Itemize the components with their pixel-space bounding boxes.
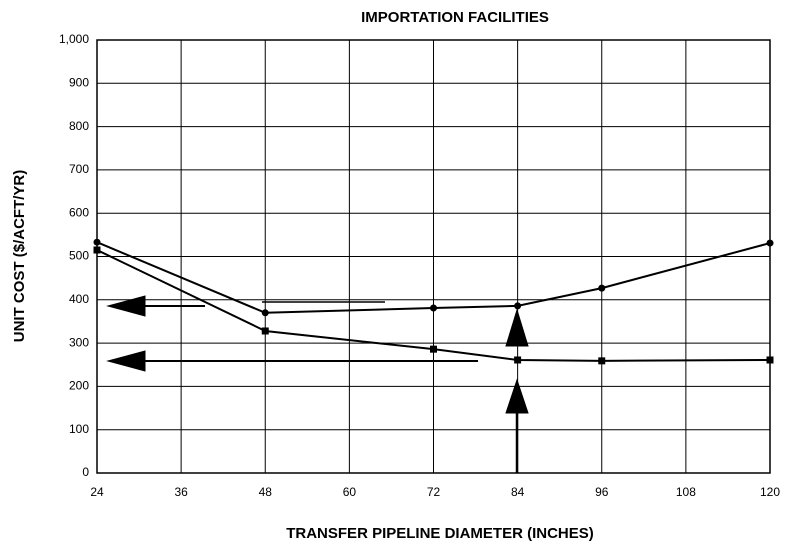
point-marker (430, 345, 437, 353)
point-marker (766, 239, 774, 247)
point-marker (598, 284, 606, 292)
x-axis-label: TRANSFER PIPELINE DIAMETER (INCHES) (286, 525, 594, 542)
y-axis-label: UNIT COST ($/ACFT/YR) (11, 170, 28, 343)
y-tick-label: 1,000 (59, 32, 89, 46)
y-tick-label: 100 (69, 422, 89, 436)
x-tick-label: 36 (174, 485, 188, 499)
y-tick-label: 800 (69, 119, 89, 133)
line-series (96, 249, 771, 362)
x-tick-label: 24 (90, 485, 104, 499)
x-tick-label: 96 (595, 485, 609, 499)
y-tick-label: 0 (82, 465, 89, 479)
y-tick-label: 500 (69, 249, 89, 263)
arrow-head (106, 350, 146, 372)
point-marker (261, 327, 269, 335)
y-tick-label: 200 (69, 379, 89, 393)
point-marker (93, 238, 101, 246)
point-marker (598, 357, 606, 365)
annotations (106, 295, 529, 473)
y-tick-label: 300 (69, 335, 89, 349)
arrow-head (505, 308, 529, 347)
x-tick-label: 72 (427, 485, 441, 499)
y-tick-label: 700 (69, 162, 89, 176)
line-series (96, 241, 771, 314)
x-tick-label: 120 (760, 485, 780, 499)
point-marker (514, 302, 522, 310)
point-marker (261, 309, 269, 317)
chart-title: IMPORTATION FACILITIES (361, 9, 549, 26)
y-tick-label: 600 (69, 205, 89, 219)
plot-frame (96, 39, 771, 474)
y-tick-label: 400 (69, 292, 89, 306)
point-marker (766, 356, 774, 364)
point-marker (514, 356, 522, 364)
x-tick-label: 84 (511, 485, 525, 499)
x-tick-label: 108 (676, 485, 696, 499)
x-tick-label: 48 (259, 485, 273, 499)
x-tick-label: 60 (343, 485, 357, 499)
y-tick-label: 900 (69, 75, 89, 89)
point-marker (430, 304, 437, 312)
arrow-head (106, 295, 146, 317)
point-marker (93, 246, 101, 254)
